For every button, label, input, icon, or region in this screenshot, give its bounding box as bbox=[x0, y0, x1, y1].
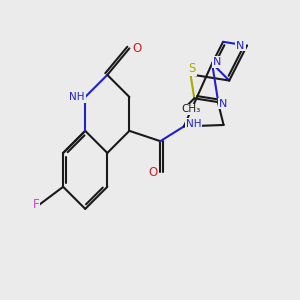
Text: NH: NH bbox=[185, 119, 201, 129]
Text: N: N bbox=[236, 40, 245, 51]
Text: F: F bbox=[33, 198, 39, 211]
Text: S: S bbox=[188, 62, 196, 75]
Text: NH: NH bbox=[69, 92, 85, 102]
Text: N: N bbox=[219, 99, 228, 109]
Text: N: N bbox=[213, 57, 222, 67]
Text: O: O bbox=[148, 166, 158, 178]
Text: CH₃: CH₃ bbox=[181, 104, 200, 114]
Text: O: O bbox=[132, 42, 141, 55]
